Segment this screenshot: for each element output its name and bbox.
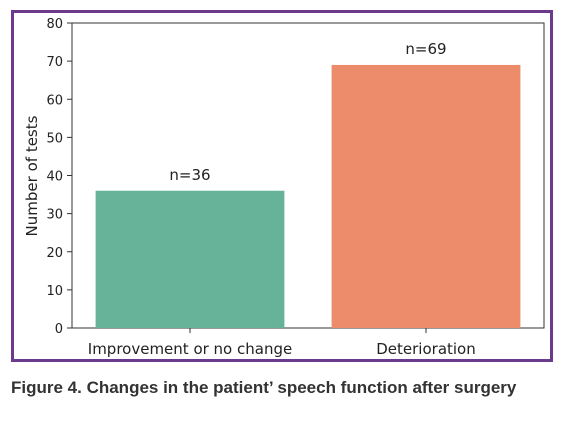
y-tick-label: 10 — [46, 284, 63, 299]
y-tick-label: 30 — [46, 208, 63, 223]
y-tick-label: 0 — [55, 322, 63, 337]
bar-data-label: n=36 — [169, 166, 210, 184]
bar — [95, 190, 285, 328]
x-tick-label: Improvement or no change — [88, 340, 292, 358]
y-tick-label: 50 — [46, 131, 63, 146]
x-tick-label: Deterioration — [376, 340, 476, 358]
bar-data-label: n=69 — [405, 40, 446, 58]
y-axis: 0 10 20 30 40 50 60 70 80 — [46, 17, 72, 337]
y-tick-label: 70 — [46, 55, 63, 70]
x-axis: Improvement or no change Deterioration — [88, 328, 476, 358]
bars: n=36 n=69 — [95, 40, 521, 328]
y-tick-label: 80 — [46, 17, 63, 32]
y-tick-label: 40 — [46, 170, 63, 185]
y-tick-label: 20 — [46, 246, 63, 261]
y-tick-label: 60 — [46, 93, 63, 108]
y-axis-title: Number of tests — [23, 115, 41, 236]
bar — [331, 64, 521, 328]
figure-caption: Figure 4. Changes in the patient’ speech… — [11, 378, 517, 397]
